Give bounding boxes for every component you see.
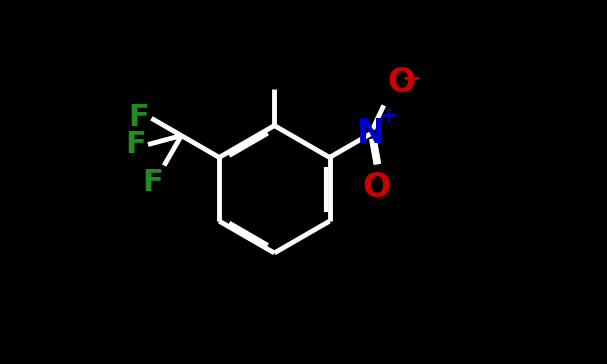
Text: F: F	[125, 130, 146, 159]
Text: F: F	[142, 168, 163, 197]
Text: F: F	[129, 103, 149, 132]
Text: −: −	[401, 66, 421, 90]
Text: O: O	[387, 66, 416, 99]
Text: N: N	[356, 117, 385, 150]
Text: +: +	[379, 106, 397, 126]
Text: O: O	[363, 171, 391, 205]
